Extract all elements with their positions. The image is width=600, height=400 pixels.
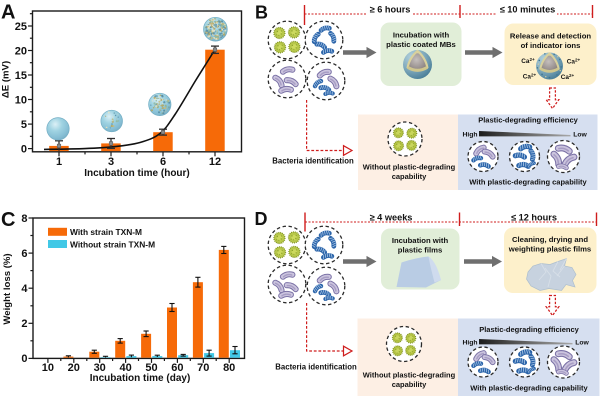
svg-text:Incubation time (hour): Incubation time (hour) bbox=[84, 168, 190, 179]
svg-text:Plastic-degrading efficiency: Plastic-degrading efficiency bbox=[479, 325, 579, 334]
svg-text:With plastic-degrading capabil: With plastic-degrading capability bbox=[470, 384, 588, 393]
svg-text:capability: capability bbox=[392, 380, 427, 389]
svg-text:70: 70 bbox=[197, 362, 209, 374]
svg-text:0: 0 bbox=[21, 143, 27, 155]
svg-text:Without plastic-degrading: Without plastic-degrading bbox=[363, 163, 456, 172]
svg-text:Weight loss (%): Weight loss (%) bbox=[2, 253, 13, 324]
svg-text:Without plastic-degrading: Without plastic-degrading bbox=[363, 371, 456, 380]
svg-text:of indicator ions: of indicator ions bbox=[521, 41, 581, 50]
svg-text:plastic coated MBs: plastic coated MBs bbox=[386, 40, 456, 49]
svg-text:Without strain TXN-M: Without strain TXN-M bbox=[70, 239, 155, 249]
svg-text:Incubation with: Incubation with bbox=[393, 31, 450, 40]
svg-text:4: 4 bbox=[21, 283, 28, 295]
svg-text:D: D bbox=[255, 209, 268, 229]
svg-text:Ca2+: Ca2+ bbox=[567, 58, 581, 66]
svg-text:12: 12 bbox=[209, 156, 221, 168]
svg-text:A: A bbox=[1, 2, 15, 24]
svg-text:Low: Low bbox=[573, 131, 587, 138]
svg-text:30: 30 bbox=[94, 362, 106, 374]
svg-text:ΔE (mV): ΔE (mV) bbox=[1, 61, 12, 98]
svg-text:2: 2 bbox=[21, 318, 27, 330]
svg-text:plastic films: plastic films bbox=[398, 246, 442, 255]
svg-text:Low: Low bbox=[575, 339, 589, 346]
svg-text:60: 60 bbox=[171, 362, 183, 374]
svg-text:3: 3 bbox=[108, 156, 114, 168]
svg-text:Incubation time (day): Incubation time (day) bbox=[90, 373, 191, 384]
svg-text:Incubation with: Incubation with bbox=[392, 236, 449, 245]
svg-text:10: 10 bbox=[15, 94, 27, 106]
svg-text:Ca2+: Ca2+ bbox=[523, 73, 537, 81]
svg-text:capability: capability bbox=[392, 172, 427, 181]
svg-text:40: 40 bbox=[119, 362, 131, 374]
svg-text:High: High bbox=[462, 339, 477, 346]
svg-text:≥ 4 weeks: ≥ 4 weeks bbox=[370, 213, 413, 223]
svg-text:Bacteria identification: Bacteria identification bbox=[275, 363, 357, 372]
svg-text:C: C bbox=[1, 209, 15, 231]
svg-text:With plastic-degrading capabil: With plastic-degrading capability bbox=[469, 178, 587, 187]
svg-text:6: 6 bbox=[21, 248, 27, 260]
svg-text:1: 1 bbox=[56, 156, 62, 168]
svg-text:80: 80 bbox=[223, 362, 235, 374]
svg-text:With strain TXN-M: With strain TXN-M bbox=[70, 227, 142, 237]
svg-text:B: B bbox=[255, 2, 268, 22]
svg-text:10: 10 bbox=[42, 362, 54, 374]
svg-text:Cleaning, drying and: Cleaning, drying and bbox=[512, 235, 588, 244]
svg-text:8: 8 bbox=[21, 213, 27, 225]
svg-text:weighting plastic films: weighting plastic films bbox=[508, 245, 591, 254]
svg-text:20: 20 bbox=[15, 45, 27, 57]
svg-text:≤ 12 hours: ≤ 12 hours bbox=[511, 213, 557, 223]
svg-text:≥ 6 hours: ≥ 6 hours bbox=[370, 5, 411, 15]
svg-text:6: 6 bbox=[160, 156, 166, 168]
svg-text:Ca2+: Ca2+ bbox=[521, 57, 535, 65]
svg-text:5: 5 bbox=[21, 119, 27, 131]
svg-text:15: 15 bbox=[15, 70, 27, 82]
svg-text:Bacteria identification: Bacteria identification bbox=[272, 157, 354, 166]
svg-text:Release and detection: Release and detection bbox=[510, 32, 591, 41]
svg-text:0: 0 bbox=[21, 353, 27, 365]
svg-text:25: 25 bbox=[15, 21, 27, 33]
svg-text:Plastic-degrading efficiency: Plastic-degrading efficiency bbox=[478, 116, 578, 125]
svg-text:High: High bbox=[462, 131, 477, 138]
svg-text:50: 50 bbox=[145, 362, 157, 374]
svg-text:Ca2+: Ca2+ bbox=[561, 73, 575, 81]
svg-text:≤ 10 minutes: ≤ 10 minutes bbox=[500, 5, 556, 15]
svg-text:20: 20 bbox=[68, 362, 80, 374]
